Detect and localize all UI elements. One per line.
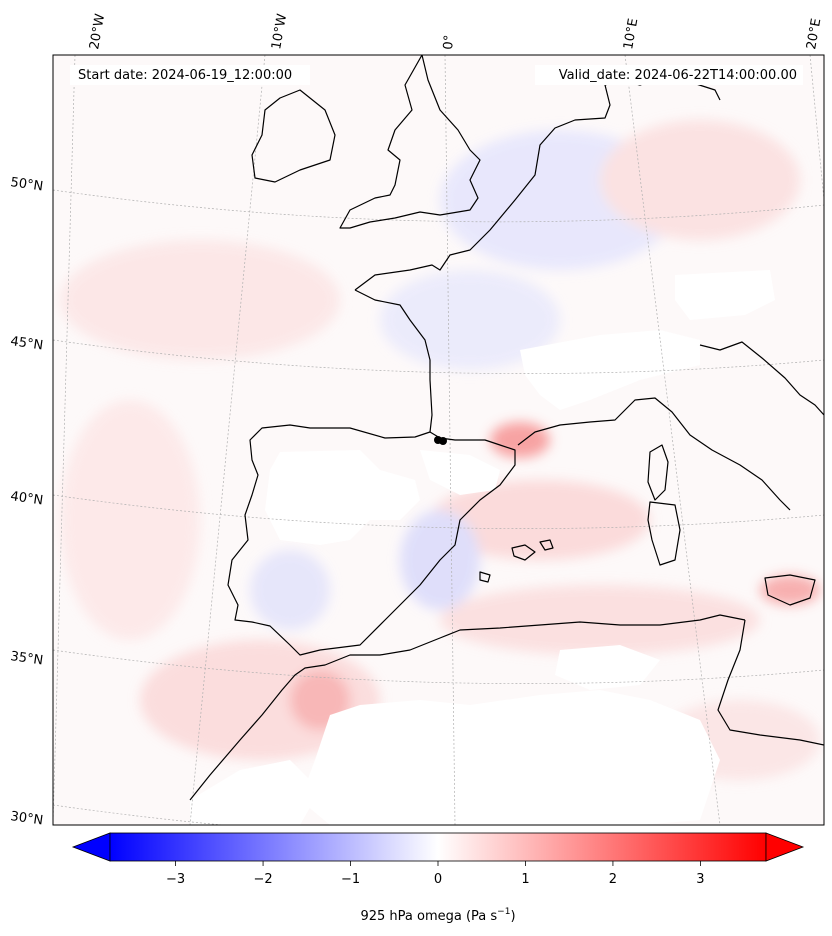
lon-label-10e: 10°E — [621, 17, 641, 50]
graticule — [53, 55, 824, 825]
start-date-box — [70, 65, 310, 85]
colorbar-ticks: −3 −2 −1 0 1 2 3 — [166, 861, 705, 887]
lat-label-35n: 35°N — [9, 649, 44, 668]
lat-label-30n: 30°N — [9, 809, 44, 828]
colorbar-tick-label: 1 — [521, 872, 529, 887]
valid-date-text: Valid_date: 2024-06-22T14:00:00.00 — [559, 68, 797, 83]
colorbar-tick-label: −2 — [253, 872, 272, 887]
colorbar-tick-label: −1 — [341, 872, 360, 887]
lon-label-10w: 10°W — [269, 13, 290, 51]
lon-label-20w: 20°W — [87, 13, 108, 51]
colorbar-label: 925 hPa omega (Pa s−1) — [360, 907, 515, 924]
colorbar-tick-label: −3 — [166, 872, 185, 887]
colorbar-tick-label: 0 — [434, 872, 442, 887]
map-panel: Start date: 2024-06-19_12:00:00 Valid_da… — [53, 55, 824, 825]
colorbar-body — [109, 832, 767, 862]
lat-label-40n: 40°N — [9, 489, 44, 508]
colorbar-tick-label: 2 — [609, 872, 617, 887]
colorbar: −3 −2 −1 0 1 2 3 925 hPa omega (Pa s−1) — [71, 832, 805, 924]
latitude-labels: 50°N 45°N 40°N 35°N 30°N — [9, 175, 44, 828]
colorbar-label-close: ) — [510, 909, 515, 924]
longitude-labels: 20°W 10°W 0° 10°E 20°E — [87, 13, 824, 51]
location-marker — [434, 436, 447, 445]
masked-terrain — [190, 270, 775, 825]
coastlines — [189, 55, 824, 801]
start-date-text: Start date: 2024-06-19_12:00:00 — [78, 68, 292, 83]
lon-label-20e: 20°E — [804, 17, 824, 50]
colorbar-label-exponent: −1 — [497, 907, 510, 917]
colorbar-tick-label: 3 — [696, 872, 704, 887]
colorbar-extend-high — [765, 832, 805, 862]
valid-date-box — [535, 65, 803, 85]
colorbar-extend-low — [71, 832, 111, 862]
lat-label-50n: 50°N — [9, 175, 44, 194]
map-border — [52, 54, 825, 826]
lon-label-0: 0° — [441, 34, 457, 50]
lat-label-45n: 45°N — [9, 334, 44, 353]
